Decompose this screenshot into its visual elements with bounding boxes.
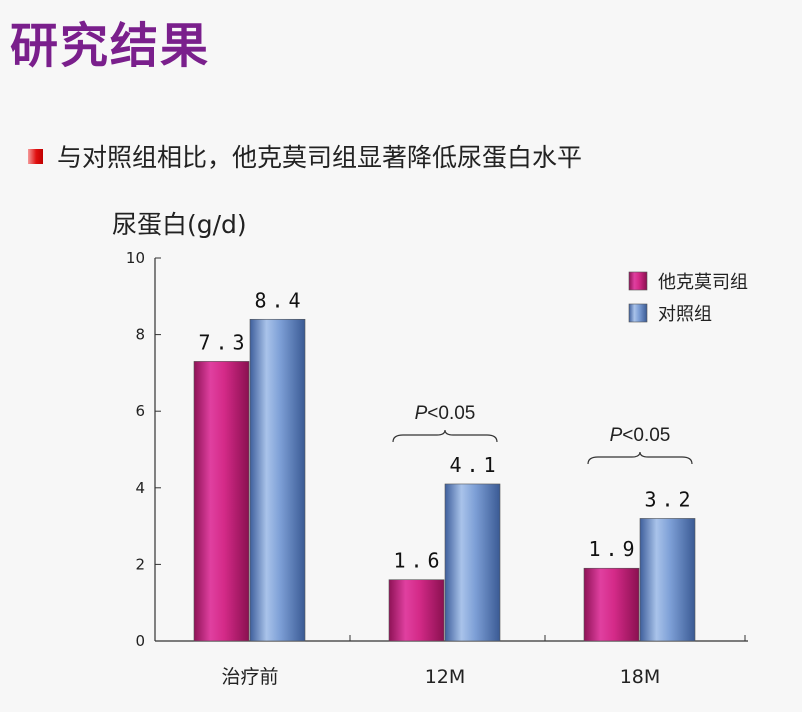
y-tick-label: 10 [126,249,145,267]
slide-title: 研究结果 [10,18,211,74]
legend-swatch-control [628,303,648,323]
bar-tacrolimus [583,567,640,642]
significance-text: P<0.05 [610,425,671,446]
data-labels: 7.38.4 1.6 4.1 1.9 3.2 [198,288,695,573]
significance-text: P<0.05 [415,403,476,424]
significance-threshold: <0.05 [427,403,475,424]
y-ticks: 0 2 4 6 8 10 [126,249,161,650]
significance-threshold: <0.05 [622,425,670,446]
bar-tacrolimus [388,579,445,642]
data-label: 1.6 [393,549,444,573]
bullet-text: 与对照组相比，他克莫司组显著降低尿蛋白水平 [57,143,583,172]
legend-swatch-tacrolimus [628,271,648,291]
bar-tacrolimus [193,361,250,642]
x-category-label: 治疗前 [221,666,278,688]
bars [193,318,696,642]
bar-control [444,483,501,642]
y-axis-title: 尿蛋白(g/d) [112,210,247,239]
significance-p: P [610,425,623,446]
significance-annotations: P<0.05P<0.05 [392,403,693,465]
data-label: 1.9 [588,537,639,561]
category-labels: 治疗前 12M 18M [221,666,661,688]
significance-p: P [415,403,428,424]
data-label: 3.2 [644,487,695,511]
y-tick-label: 8 [135,326,145,344]
bullet-row: 与对照组相比，他克莫司组显著降低尿蛋白水平 [28,138,582,174]
y-tick-label: 4 [135,479,145,497]
bar-control [249,318,306,642]
x-category-label: 18M [620,666,661,688]
bar-chart: 尿蛋白(g/d) 0 2 4 6 8 10 7.38.4 1.6 4.1 1.9 3.2 治疗前 1… [112,210,748,688]
legend: 他克莫司组 对照组 [628,271,748,325]
data-label: 7.3 [198,330,249,354]
red-square-bullet-icon [28,148,43,164]
data-label: 8.4 [254,288,305,312]
y-tick-label: 6 [135,402,145,420]
y-tick-label: 2 [135,555,145,573]
significance-brace [587,451,693,465]
significance-brace [392,429,498,443]
legend-label-control: 对照组 [658,304,712,325]
legend-label-tacrolimus: 他克莫司组 [658,272,748,293]
y-tick-label: 0 [135,632,145,650]
data-label: 4.1 [449,453,500,477]
x-category-label: 12M [425,666,466,688]
bar-control [639,518,696,642]
